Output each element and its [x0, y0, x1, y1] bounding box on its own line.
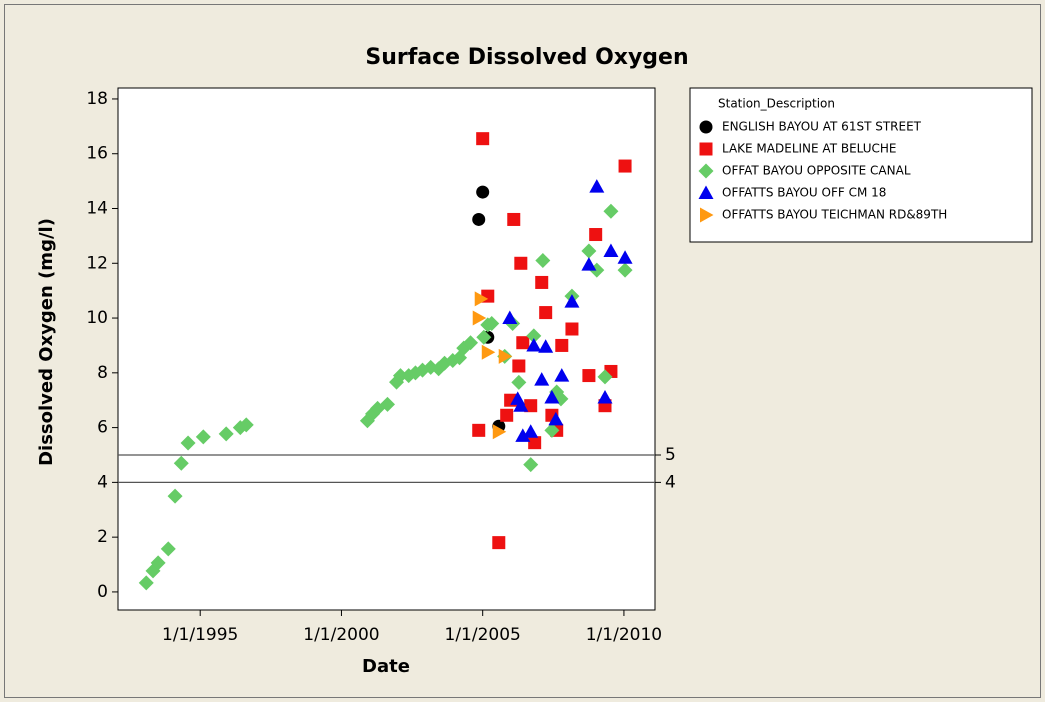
point	[589, 228, 603, 242]
point	[180, 435, 196, 451]
point	[492, 424, 507, 440]
point	[534, 372, 550, 386]
point	[476, 329, 492, 345]
point	[498, 348, 513, 364]
reference-label: 4	[665, 472, 676, 492]
point	[535, 253, 551, 269]
point	[528, 436, 542, 450]
point	[564, 294, 580, 308]
y-tick-label: 6	[97, 418, 108, 438]
y-tick-label: 0	[97, 582, 108, 602]
legend-marker	[698, 163, 714, 179]
plot-area	[117, 87, 656, 611]
x-tick-label: 1/1/2010	[586, 625, 662, 645]
legend-marker	[699, 120, 713, 134]
point	[484, 316, 500, 332]
point	[514, 256, 528, 270]
point	[538, 339, 554, 353]
point	[581, 257, 597, 271]
point	[476, 185, 490, 199]
point	[535, 275, 549, 289]
point	[218, 426, 234, 442]
point	[511, 374, 527, 390]
point	[500, 408, 514, 422]
point	[515, 428, 531, 442]
point	[492, 536, 506, 550]
point	[548, 411, 564, 426]
point	[582, 369, 596, 383]
reference-label: 5	[665, 445, 676, 465]
point	[526, 337, 542, 352]
point	[565, 322, 579, 336]
point	[524, 399, 538, 413]
point	[554, 368, 570, 382]
point	[555, 338, 569, 352]
point	[603, 243, 619, 257]
x-tick-label: 1/1/2000	[303, 625, 379, 645]
point	[589, 179, 605, 193]
point	[474, 291, 489, 307]
point	[481, 344, 496, 360]
point	[167, 488, 183, 504]
point	[539, 306, 553, 320]
legend	[689, 87, 1033, 243]
legend-label: ENGLISH BAYOU AT 61ST STREET	[722, 120, 922, 134]
point	[507, 212, 521, 226]
point	[160, 541, 176, 557]
point	[238, 417, 254, 433]
point	[523, 424, 539, 438]
point	[195, 429, 211, 445]
point	[516, 336, 530, 350]
point	[544, 389, 560, 404]
point	[603, 203, 619, 219]
point	[618, 159, 632, 173]
chart-title: Surface Dissolved Oxygen	[365, 45, 688, 70]
point	[526, 328, 542, 344]
legend-marker	[700, 207, 714, 223]
point	[544, 422, 560, 438]
point	[476, 132, 490, 146]
point	[597, 389, 613, 404]
point	[472, 310, 487, 326]
legend-title: Station_Description	[718, 97, 835, 111]
legend-marker	[699, 142, 713, 156]
legend-label: OFFAT BAYOU OPPOSITE CANAL	[722, 164, 911, 178]
point	[472, 423, 486, 437]
point	[523, 457, 539, 473]
y-tick-label: 4	[97, 472, 108, 492]
point	[173, 455, 189, 471]
point	[392, 368, 408, 384]
point	[513, 398, 529, 412]
y-tick-label: 10	[86, 308, 108, 328]
legend-label: OFFATTS BAYOU TEICHMAN RD&89TH	[722, 208, 947, 222]
y-tick-label: 18	[86, 89, 108, 109]
point	[472, 212, 486, 226]
point	[581, 243, 597, 259]
point	[512, 359, 526, 373]
x-tick-label: 1/1/2005	[445, 625, 521, 645]
x-axis-label: Date	[362, 656, 410, 677]
point	[138, 575, 154, 591]
point	[463, 335, 479, 351]
point	[617, 250, 633, 264]
legend-label: LAKE MADELINE AT BELUCHE	[722, 142, 897, 156]
y-tick-label: 12	[86, 253, 108, 273]
frame	[4, 4, 1041, 698]
y-tick-label: 8	[97, 363, 108, 383]
y-tick-label: 14	[86, 199, 108, 219]
point	[150, 555, 166, 571]
point	[597, 369, 613, 385]
point	[617, 262, 633, 278]
y-tick-label: 2	[97, 527, 108, 547]
y-tick-label: 16	[86, 144, 108, 164]
point	[502, 310, 518, 325]
legend-marker	[698, 185, 714, 199]
y-axis-label: Dissolved Oxygen (mg/l)	[36, 218, 57, 466]
legend-label: OFFATTS BAYOU OFF CM 18	[722, 186, 886, 200]
point	[379, 396, 395, 412]
x-tick-label: 1/1/1995	[162, 625, 238, 645]
